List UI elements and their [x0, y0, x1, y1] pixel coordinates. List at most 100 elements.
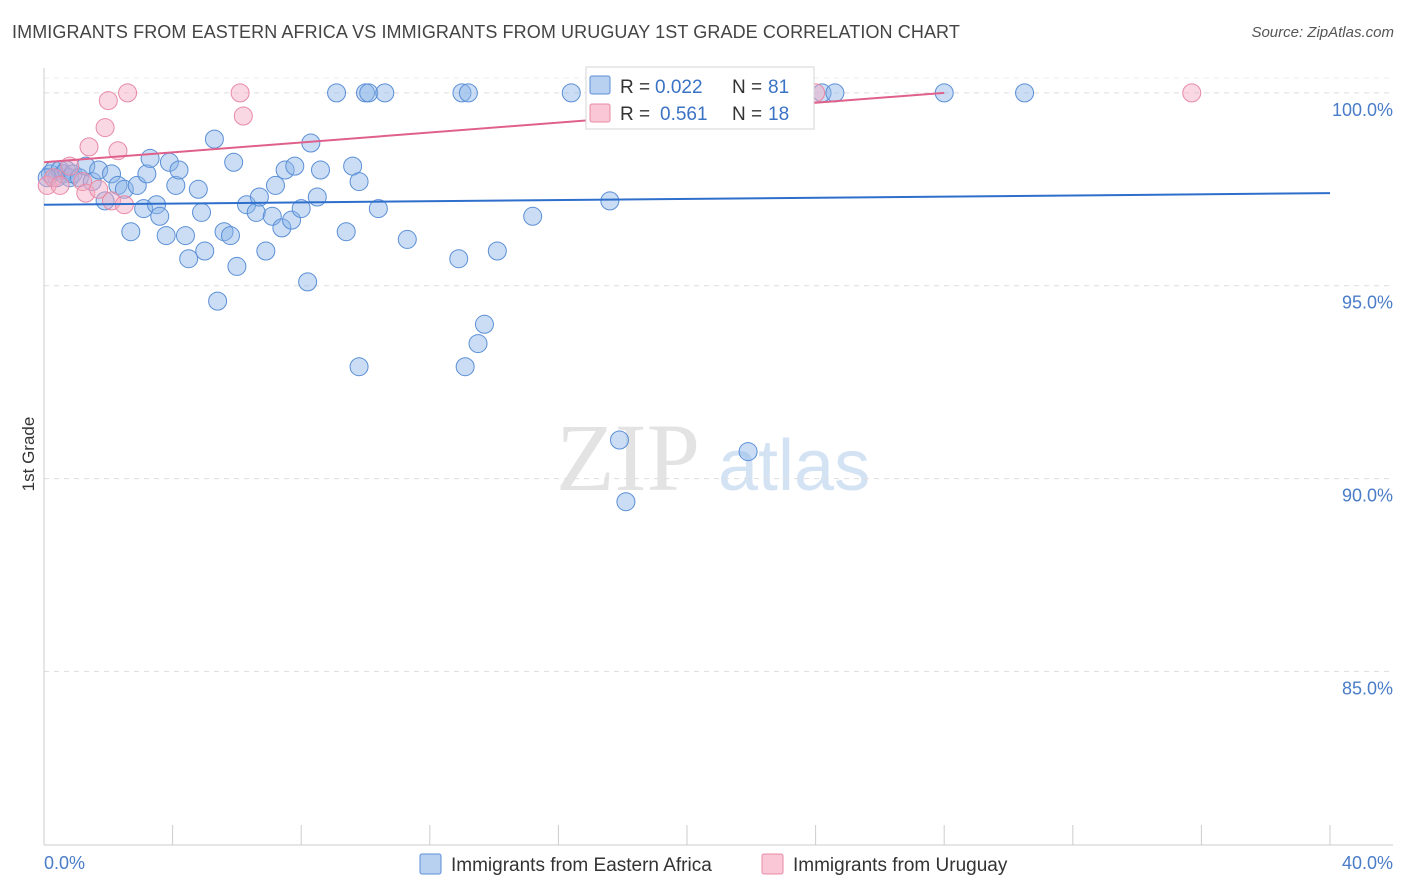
point-1-7 — [89, 179, 109, 199]
point-0-75 — [738, 442, 758, 462]
series-legend: Immigrants from Eastern Africa Immigrant… — [419, 853, 1008, 876]
point-0-20 — [140, 148, 160, 168]
point-1-15 — [233, 106, 253, 126]
legend-n-value-2: 18 — [768, 104, 789, 125]
point-0-12 — [95, 191, 115, 211]
y-tick-label-3: 85.0% — [1342, 678, 1393, 698]
point-0-49 — [298, 272, 318, 292]
point-0-52 — [310, 160, 330, 180]
chart-source: Source: ZipAtlas.com — [1251, 24, 1394, 41]
point-0-32 — [204, 129, 224, 149]
point-1-10 — [102, 191, 122, 211]
watermark-atlas: atlas — [718, 426, 870, 506]
point-0-74 — [616, 492, 636, 512]
y-axis-label: 1st Grade — [19, 417, 38, 492]
point-0-41 — [256, 241, 276, 261]
point-0-79 — [1015, 83, 1035, 103]
point-0-70 — [523, 206, 543, 226]
point-0-15 — [114, 179, 134, 199]
point-0-40 — [249, 187, 269, 207]
point-0-72 — [600, 191, 620, 211]
point-0-60 — [368, 199, 388, 219]
point-0-71 — [561, 83, 581, 103]
point-0-36 — [224, 152, 244, 172]
point-0-39 — [246, 202, 266, 222]
point-0-26 — [169, 160, 189, 180]
point-1-2 — [50, 175, 70, 195]
legend-r-label-1: R = — [620, 77, 650, 98]
point-0-48 — [291, 199, 311, 219]
point-0-33 — [208, 291, 228, 311]
point-0-47 — [285, 156, 305, 176]
point-1-11 — [108, 141, 128, 161]
point-0-68 — [474, 314, 494, 334]
point-0-64 — [452, 83, 472, 103]
correlation-legend: R = 0.022 N = 81 R = 0.561 N = 18 — [585, 66, 815, 130]
legend-r-value-1: 0.022 — [655, 77, 703, 98]
legend-swatch-blue — [589, 75, 611, 95]
point-0-45 — [275, 160, 295, 180]
point-1-5 — [76, 183, 96, 203]
bottom-legend-swatch-pink — [761, 853, 784, 875]
point-0-29 — [188, 179, 208, 199]
legend-swatch-pink — [589, 103, 611, 123]
point-1-13 — [118, 83, 138, 103]
legend-box — [585, 66, 815, 130]
point-0-22 — [150, 206, 170, 226]
point-0-63 — [449, 249, 469, 269]
y-tick-label-1: 95.0% — [1342, 293, 1393, 313]
series-uruguay-points — [37, 83, 1202, 215]
point-0-53 — [327, 83, 347, 103]
point-0-77 — [825, 83, 845, 103]
point-0-28 — [179, 249, 199, 269]
y-tick-label-0: 100.0% — [1332, 100, 1393, 120]
point-0-65 — [458, 83, 478, 103]
point-0-19 — [137, 164, 157, 184]
legend-r-value-2: 0.561 — [660, 104, 708, 125]
series-eastern-africa-points — [37, 83, 1035, 512]
trend-line-0 — [43, 192, 1331, 206]
point-1-1 — [44, 168, 64, 188]
point-0-73 — [609, 430, 629, 450]
point-0-16 — [121, 222, 141, 242]
bottom-legend-swatch-blue — [419, 853, 442, 875]
point-1-9 — [98, 91, 118, 111]
point-0-37 — [227, 256, 247, 276]
bottom-legend-label-1: Immigrants from Eastern Africa — [451, 855, 712, 876]
point-0-67 — [468, 334, 488, 354]
legend-n-label-2: N = — [732, 104, 762, 125]
point-0-61 — [375, 83, 395, 103]
point-0-66 — [455, 357, 475, 377]
point-0-44 — [272, 218, 292, 238]
point-0-69 — [487, 241, 507, 261]
point-0-31 — [195, 241, 215, 261]
legend-n-label-1: N = — [732, 77, 762, 98]
point-1-8 — [95, 118, 115, 138]
point-0-10 — [82, 172, 102, 192]
point-0-13 — [102, 164, 122, 184]
legend-n-value-1: 81 — [768, 77, 789, 98]
gridlines — [44, 77, 1393, 672]
point-0-43 — [265, 175, 285, 195]
point-1-17 — [1182, 83, 1202, 103]
point-1-4 — [73, 172, 93, 192]
point-0-62 — [397, 229, 417, 249]
point-0-6 — [60, 168, 80, 188]
x-tick-label-max: 40.0% — [1342, 853, 1393, 873]
y-tick-labels: 100.0% 95.0% 90.0% 85.0% — [1332, 100, 1393, 699]
point-0-11 — [89, 160, 109, 180]
point-0-30 — [192, 202, 212, 222]
bottom-legend-label-2: Immigrants from Uruguay — [793, 855, 1008, 876]
point-0-56 — [349, 172, 369, 192]
point-0-54 — [336, 222, 356, 242]
y-tick-label-2: 90.0% — [1342, 486, 1393, 506]
x-tick-label-min: 0.0% — [44, 853, 85, 873]
point-0-59 — [359, 83, 379, 103]
point-0-25 — [166, 175, 186, 195]
point-0-27 — [175, 226, 195, 246]
legend-r-label-2: R = — [620, 104, 650, 125]
point-0-57 — [349, 357, 369, 377]
point-0-35 — [220, 226, 240, 246]
axes — [43, 68, 1393, 846]
